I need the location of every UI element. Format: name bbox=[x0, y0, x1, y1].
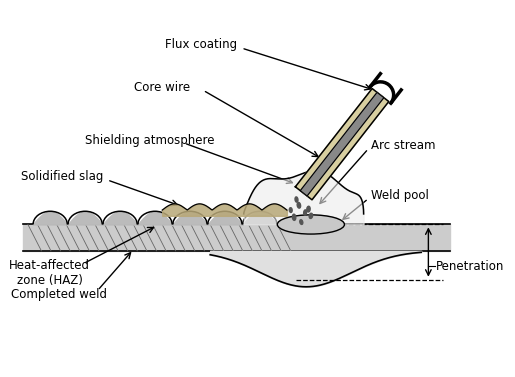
Ellipse shape bbox=[293, 214, 296, 221]
Ellipse shape bbox=[295, 197, 298, 202]
Text: Completed weld: Completed weld bbox=[11, 288, 107, 300]
Text: Shielding atmosphere: Shielding atmosphere bbox=[85, 134, 215, 147]
Ellipse shape bbox=[307, 206, 310, 212]
Text: Solidified slag: Solidified slag bbox=[21, 170, 103, 183]
Text: Penetration: Penetration bbox=[436, 260, 504, 273]
Ellipse shape bbox=[300, 220, 303, 224]
Text: Heat-affected
zone (HAZ): Heat-affected zone (HAZ) bbox=[9, 259, 90, 287]
Text: Flux coating: Flux coating bbox=[164, 38, 236, 51]
Text: Core wire: Core wire bbox=[134, 81, 190, 94]
Ellipse shape bbox=[297, 202, 301, 208]
Polygon shape bbox=[296, 89, 389, 200]
Polygon shape bbox=[300, 92, 384, 196]
Ellipse shape bbox=[304, 210, 306, 215]
Text: Weld pool: Weld pool bbox=[371, 189, 428, 202]
Ellipse shape bbox=[289, 208, 292, 213]
Text: Arc stream: Arc stream bbox=[371, 139, 435, 152]
Ellipse shape bbox=[277, 215, 345, 234]
Ellipse shape bbox=[309, 213, 313, 218]
